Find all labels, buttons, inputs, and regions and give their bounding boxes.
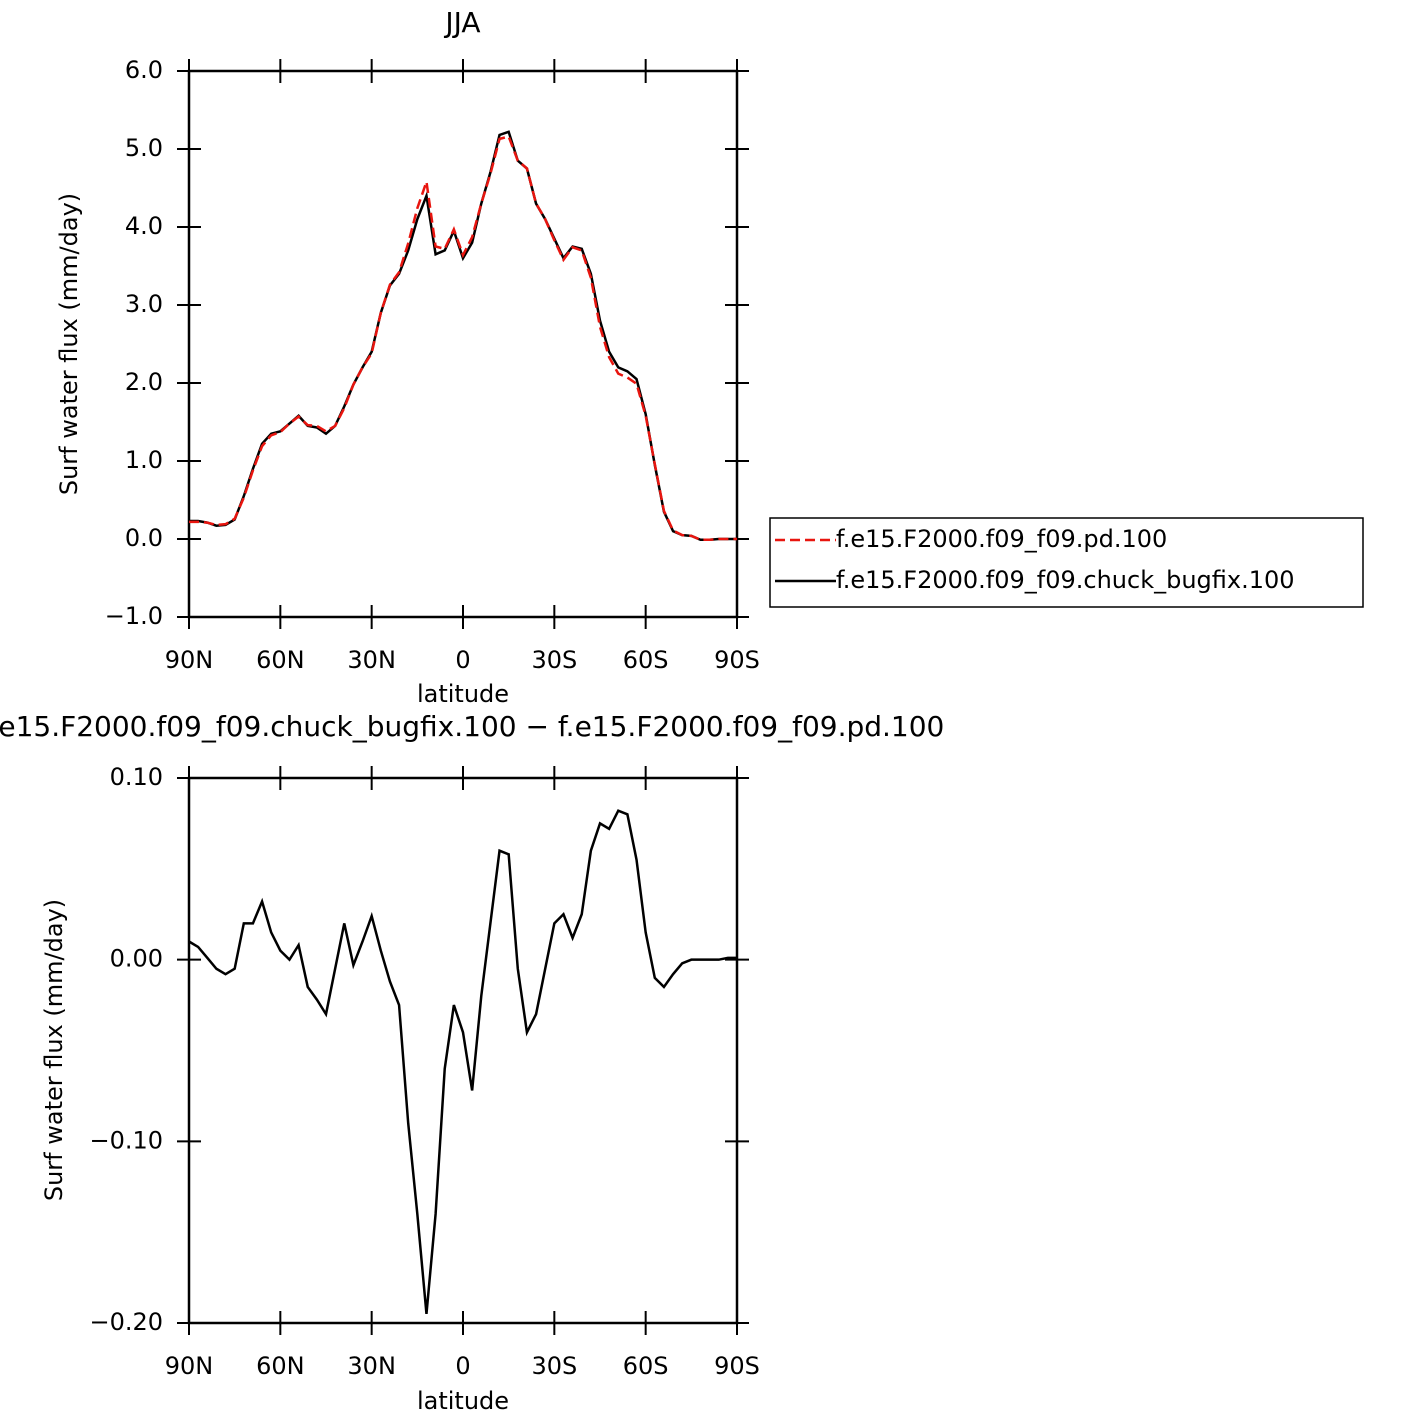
x-tick-label: 90S — [714, 646, 760, 674]
y-tick-label: 5.0 — [125, 134, 163, 162]
x-tick-label: 0 — [455, 1352, 470, 1380]
y-tick-label: 2.0 — [125, 368, 163, 396]
x-tick-label: 90S — [714, 1352, 760, 1380]
data-line — [189, 135, 737, 542]
data-line — [189, 130, 737, 542]
y-tick-label: 3.0 — [125, 290, 163, 318]
plot-frame — [187, 69, 739, 619]
legend-label: f.e15.F2000.f09_f09.chuck_bugfix.100 — [836, 566, 1295, 594]
y-tick-label: −0.20 — [89, 1308, 163, 1336]
y-tick-label: −1.0 — [105, 602, 163, 630]
y-tick-label: 4.0 — [125, 212, 163, 240]
x-tick-label: 30S — [531, 646, 577, 674]
chart-title: JJA — [443, 6, 480, 39]
x-tick-label: 90N — [165, 646, 214, 674]
x-tick-label: 60S — [623, 646, 669, 674]
x-tick-label: 30N — [347, 646, 396, 674]
y-tick-label: 0.0 — [125, 524, 163, 552]
y-tick-label: 1.0 — [125, 446, 163, 474]
x-tick-label: 90N — [165, 1352, 214, 1380]
legend-box — [769, 517, 1364, 608]
x-tick-label: 0 — [455, 646, 470, 674]
x-tick-label: 30N — [347, 1352, 396, 1380]
chart-title: f.e15.F2000.f09_f09.chuck_bugfix.100 − f… — [0, 710, 944, 743]
x-tick-label: 60S — [623, 1352, 669, 1380]
x-axis-label: latitude — [417, 1387, 509, 1415]
y-tick-label: 6.0 — [125, 56, 163, 84]
y-tick-label: 0.00 — [110, 945, 163, 973]
y-axis-label: Surf water flux (mm/day) — [55, 193, 83, 495]
y-tick-label: −0.10 — [89, 1126, 163, 1154]
data-line — [188, 809, 737, 1315]
y-axis-label: Surf water flux (mm/day) — [40, 899, 68, 1201]
x-tick-label: 60N — [256, 1352, 305, 1380]
plot-frame — [187, 776, 739, 1325]
x-tick-label: 60N — [256, 646, 305, 674]
legend-label: f.e15.F2000.f09_f09.pd.100 — [836, 525, 1167, 553]
x-axis-label: latitude — [417, 680, 509, 708]
y-tick-label: 0.10 — [110, 763, 163, 791]
x-tick-label: 30S — [531, 1352, 577, 1380]
